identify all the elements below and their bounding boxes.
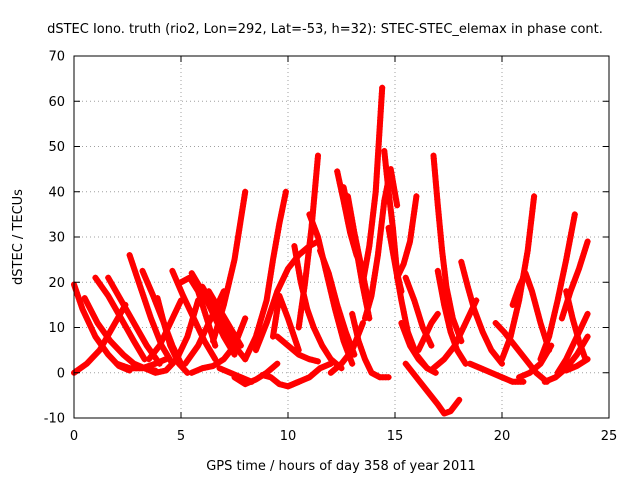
- arc-series: [362, 166, 401, 322]
- arc-series: [509, 270, 553, 354]
- arc-markers: [430, 152, 465, 345]
- arc-series: [210, 188, 249, 345]
- x-axis-label: GPS time / hours of day 358 of year 2011: [206, 459, 476, 474]
- arc-markers: [274, 333, 321, 365]
- arc-markers: [349, 310, 392, 381]
- arc-markers: [563, 288, 589, 363]
- arc-series: [169, 267, 219, 363]
- arc-line: [242, 188, 289, 363]
- arc-series: [415, 310, 441, 354]
- y-tick-label: 0: [57, 366, 65, 381]
- arc-line: [430, 297, 480, 372]
- arc-series: [430, 152, 465, 345]
- arc-markers: [242, 188, 289, 363]
- arc-series: [291, 243, 345, 372]
- arc-series: [466, 360, 527, 385]
- arc-series: [430, 297, 480, 372]
- data-series: [71, 84, 591, 417]
- arc-series: [394, 193, 420, 281]
- arc-series: [274, 333, 321, 365]
- arc-series: [92, 274, 148, 363]
- arc-markers: [291, 243, 345, 372]
- x-tick-label: 25: [601, 429, 618, 444]
- arc-series: [398, 320, 439, 376]
- arc-markers: [210, 188, 249, 345]
- arc-series: [285, 360, 334, 390]
- arc-markers: [270, 292, 302, 354]
- arc-markers: [169, 267, 219, 363]
- arc-series: [154, 295, 191, 376]
- arc-markers: [466, 360, 527, 385]
- arc-series: [231, 360, 281, 388]
- y-tick-label: -10: [44, 412, 65, 427]
- arc-markers: [285, 360, 334, 390]
- arc-markers: [563, 356, 591, 374]
- arc-markers: [394, 193, 420, 281]
- arc-series: [563, 288, 589, 363]
- arc-markers: [402, 360, 463, 417]
- y-tick-label: 50: [48, 140, 65, 155]
- arc-series: [499, 193, 538, 363]
- y-tick-label: 10: [48, 321, 65, 336]
- arc-markers: [231, 360, 281, 388]
- arc-markers: [509, 270, 553, 354]
- arc-series: [458, 258, 505, 367]
- arc-markers: [537, 211, 578, 363]
- x-tick-label: 20: [494, 429, 511, 444]
- arc-series: [402, 360, 463, 417]
- y-tick-label: 70: [48, 50, 65, 65]
- arc-markers: [415, 310, 441, 354]
- arc-markers: [458, 258, 505, 367]
- axes: 0 5 10 15 20 25 -10 0 10 20 30 40 50 60 70: [44, 50, 618, 445]
- arc-series: [188, 315, 249, 376]
- arc-series: [242, 188, 289, 363]
- arc-series: [516, 342, 555, 381]
- arc-series: [349, 310, 392, 381]
- arc-markers: [188, 315, 249, 376]
- arc-markers: [317, 247, 358, 358]
- arc-series: [359, 84, 386, 286]
- y-tick-label: 20: [48, 276, 65, 291]
- arc-markers: [92, 274, 148, 363]
- x-tick-label: 0: [70, 429, 78, 444]
- arc-markers: [398, 320, 439, 376]
- y-tick-label: 60: [48, 95, 65, 110]
- x-tick-label: 15: [387, 429, 404, 444]
- arc-series: [317, 247, 358, 358]
- x-tick-label: 10: [280, 429, 297, 444]
- arc-markers: [359, 84, 386, 286]
- arc-markers: [154, 295, 191, 376]
- y-axis-label: dSTEC / TECUs: [11, 189, 26, 285]
- y-tick-label: 40: [48, 185, 65, 200]
- arc-series: [537, 211, 578, 363]
- arc-series: [270, 292, 302, 354]
- y-tick-label: 30: [48, 231, 65, 246]
- x-tick-label: 5: [177, 429, 185, 444]
- chart-title: dSTEC Iono. truth (rio2, Lon=292, Lat=-5…: [47, 22, 603, 37]
- arc-series: [563, 356, 591, 374]
